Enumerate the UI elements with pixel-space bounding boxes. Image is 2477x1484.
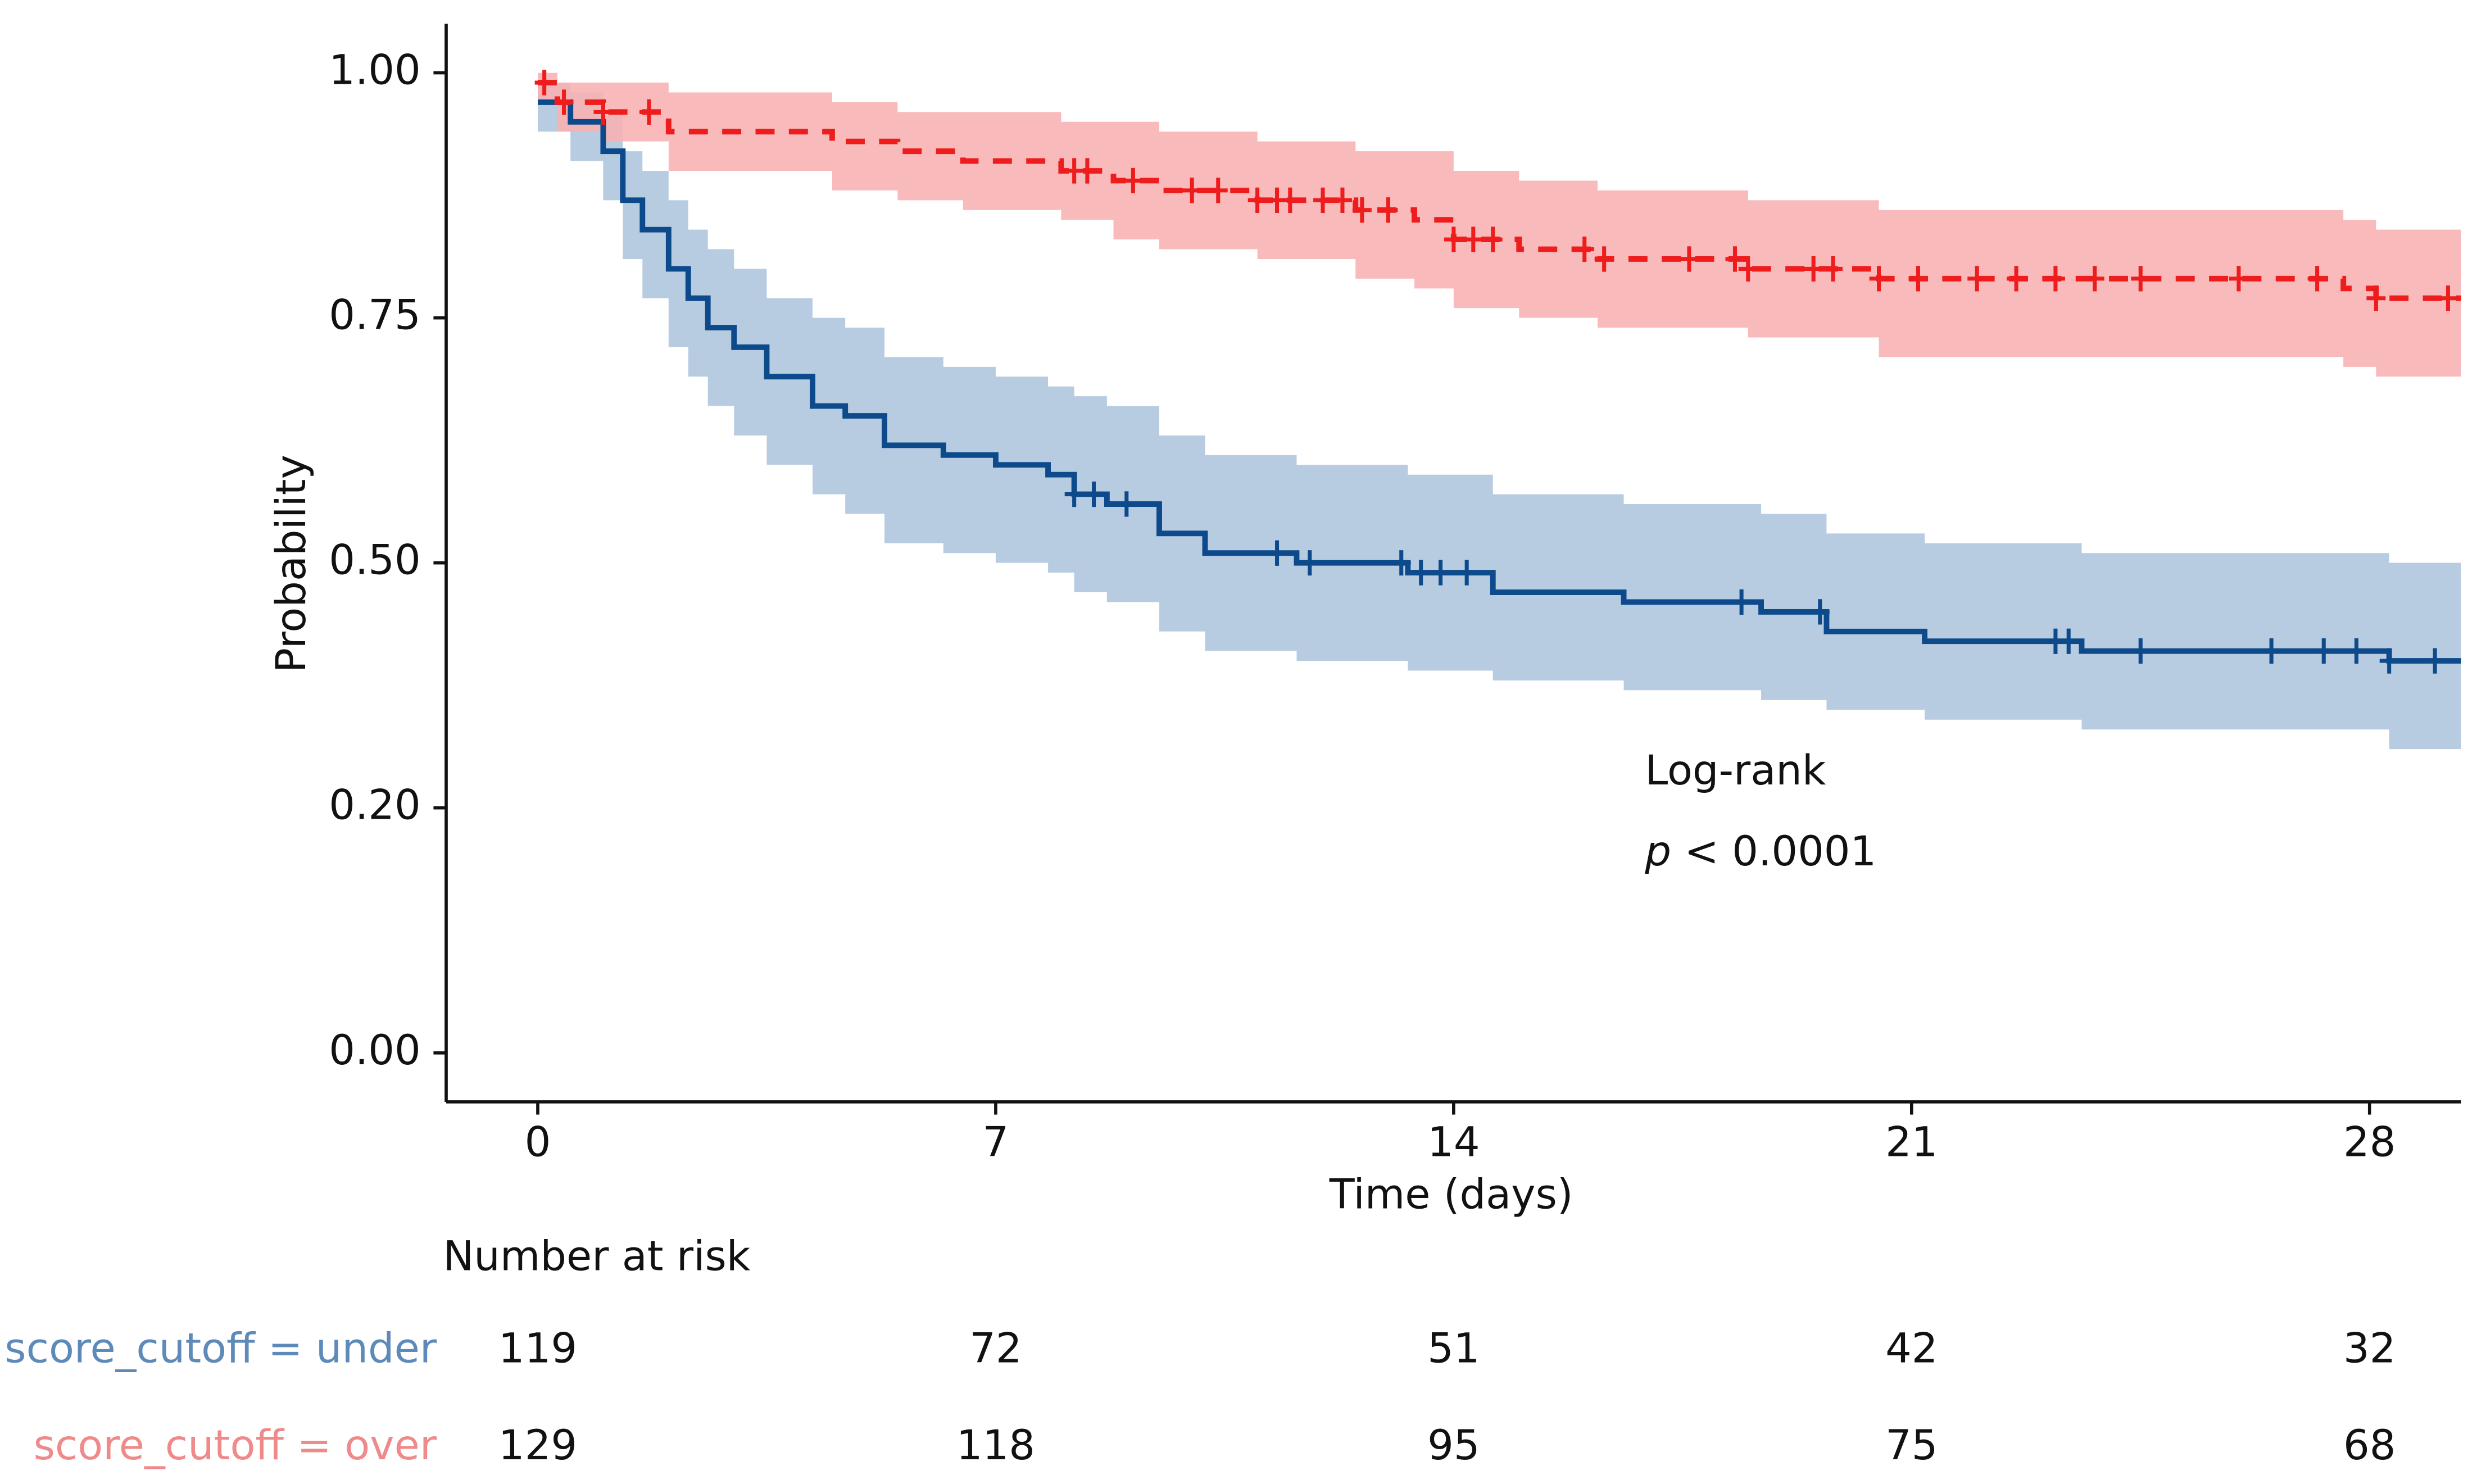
censor-mark — [1804, 256, 1823, 282]
censor-mark — [1300, 550, 1319, 576]
censor-mark — [2007, 266, 2026, 292]
censor-mark — [1247, 187, 1267, 213]
censor-mark — [1869, 266, 1889, 292]
risk-row-label: score_cutoff = under — [4, 1325, 437, 1373]
censor-mark — [1208, 178, 1228, 203]
censor-mark — [1680, 246, 1699, 272]
censor-mark — [1738, 256, 1758, 282]
risk-count: 72 — [969, 1325, 1022, 1373]
y-tick-label: 1.00 — [329, 47, 421, 94]
x-axis-label: Time (days) — [1329, 1171, 1573, 1219]
censor-mark — [1280, 187, 1300, 213]
censor-mark — [1457, 560, 1477, 586]
annotation-pvalue: p < 0.0001 — [1644, 828, 1876, 875]
censor-mark — [1117, 491, 1136, 517]
censor-mark — [2314, 638, 2334, 664]
y-tick-label: 0.20 — [329, 782, 421, 829]
risk-count: 95 — [1427, 1422, 1480, 1469]
censor-mark — [2438, 285, 2458, 311]
censor-mark — [2425, 648, 2445, 674]
censor-mark — [1391, 550, 1411, 576]
censor-mark — [1823, 256, 1843, 282]
risk-count: 32 — [2343, 1325, 2396, 1373]
risk-count: 75 — [1885, 1422, 1938, 1469]
censor-mark — [593, 99, 613, 125]
y-tick-label: 0.50 — [329, 537, 421, 584]
censor-mark — [1064, 481, 1084, 507]
censor-mark — [1123, 167, 1143, 194]
p-text: < 0.0001 — [1684, 828, 1876, 875]
censor-mark — [1378, 197, 1398, 223]
survival-curve — [538, 99, 2461, 664]
censor-mark — [1352, 197, 1372, 223]
risk-count: 119 — [498, 1325, 577, 1373]
x-tick-label: 0 — [525, 1118, 551, 1166]
censor-mark — [1967, 266, 1987, 292]
x-tick-label: 21 — [1885, 1118, 1938, 1166]
censor-mark — [2131, 638, 2151, 664]
censor-mark — [2366, 285, 2386, 311]
censor-mark — [1444, 226, 1463, 252]
censor-mark — [1267, 540, 1287, 566]
censor-mark — [1077, 158, 1097, 184]
censor-mark — [1908, 266, 1928, 292]
censor-mark — [2085, 266, 2104, 292]
censor-mark — [1411, 560, 1431, 586]
censor-mark — [2262, 638, 2281, 664]
censor-mark — [1575, 236, 1594, 262]
censor-mark — [1594, 246, 1614, 272]
risk-count: 42 — [1885, 1325, 1938, 1373]
plot-area — [534, 70, 2461, 750]
censor-mark — [1732, 589, 1752, 615]
censor-mark — [2131, 266, 2151, 292]
x-tick-label: 7 — [983, 1118, 1009, 1166]
censor-mark — [2347, 638, 2366, 664]
risk-count: 68 — [2343, 1422, 2396, 1469]
censor-mark — [2045, 266, 2065, 292]
risk-count: 51 — [1427, 1325, 1480, 1373]
y-tick-label: 0.75 — [329, 292, 421, 339]
risk-row-label: score_cutoff = over — [34, 1422, 437, 1469]
risk-count: 118 — [956, 1422, 1035, 1469]
censor-mark — [534, 70, 554, 96]
annotation-title: Log-rank — [1645, 747, 1826, 795]
confidence-band — [537, 83, 2461, 750]
confidence-band — [537, 72, 2461, 377]
y-tick-label: 0.00 — [329, 1027, 421, 1074]
censor-mark — [2307, 266, 2327, 292]
censor-mark — [1431, 560, 1450, 586]
censor-mark — [1483, 226, 1503, 252]
censor-mark — [1182, 178, 1202, 203]
censor-mark — [2229, 266, 2248, 292]
risk-table-title: Number at risk — [443, 1233, 750, 1281]
censor-mark — [1463, 226, 1483, 252]
y-axis-label: Probability — [267, 455, 315, 673]
censor-mark — [1333, 187, 1352, 213]
censor-mark — [1313, 187, 1332, 213]
censor-mark — [639, 99, 659, 125]
x-tick-label: 28 — [2343, 1118, 2396, 1166]
censor-mark — [1725, 246, 1745, 272]
x-tick-label: 14 — [1427, 1118, 1480, 1166]
censor-mark — [554, 89, 574, 115]
censor-mark — [2379, 648, 2399, 674]
censor-mark — [1810, 599, 1830, 625]
risk-count: 129 — [498, 1422, 577, 1469]
p-symbol: p — [1644, 828, 1671, 875]
censor-mark — [2059, 628, 2079, 654]
censor-mark — [1084, 481, 1104, 507]
